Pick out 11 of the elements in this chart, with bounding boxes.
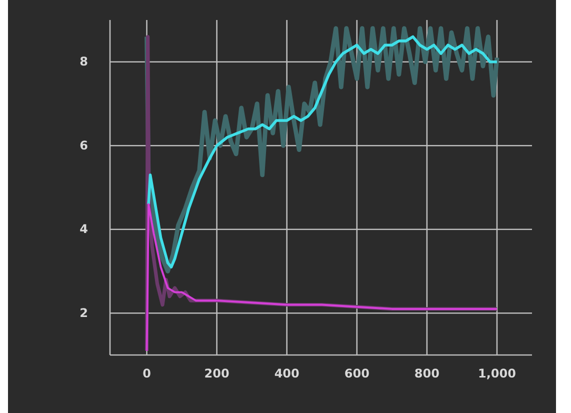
- y-tick-label: 6: [80, 138, 88, 152]
- y-tick-label: 2: [80, 306, 88, 320]
- x-tick-label: 800: [414, 366, 440, 381]
- x-tick-label: 600: [344, 366, 370, 381]
- line-series: [146, 203, 498, 352]
- x-tick-label: 0: [142, 366, 151, 381]
- x-tick-label: 200: [204, 366, 230, 381]
- x-tick-label: 1,000: [478, 366, 516, 381]
- y-tick-label: 4: [80, 222, 88, 236]
- x-tick-label: 400: [274, 366, 300, 381]
- y-tick-label: 8: [80, 54, 88, 69]
